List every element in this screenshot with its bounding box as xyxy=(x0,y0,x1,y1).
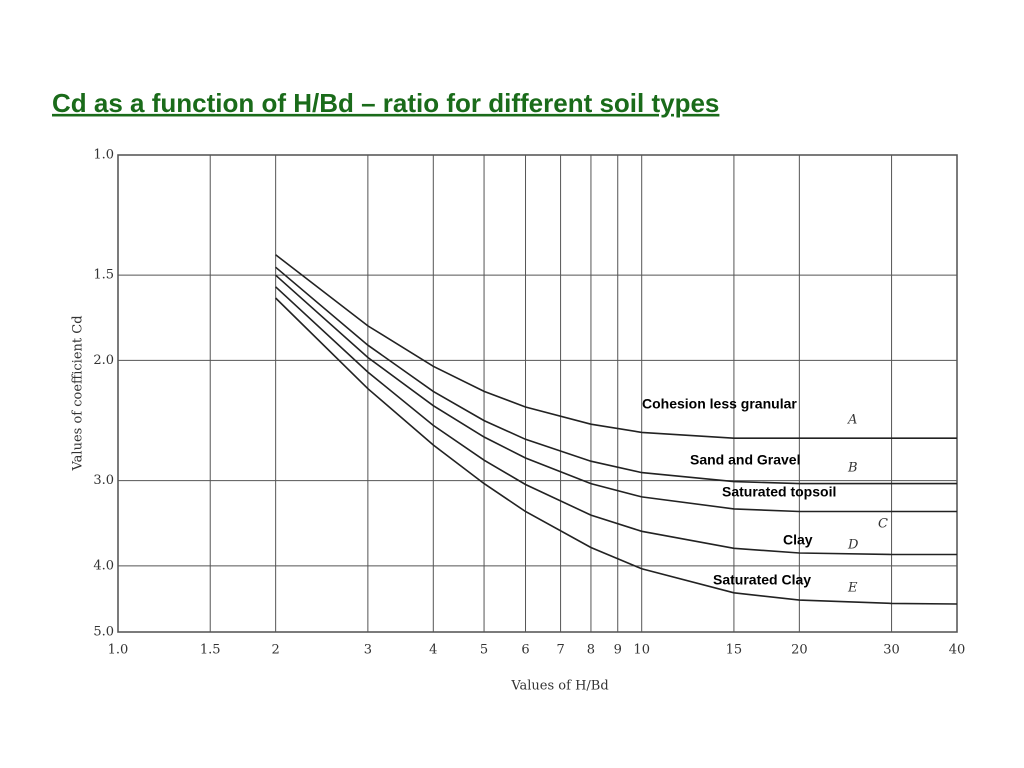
y-axis-label: Values of coefficient Cd xyxy=(71,315,86,471)
curve-letter: D xyxy=(847,538,859,553)
x-tick-label: 40 xyxy=(949,643,966,658)
y-tick-label: 3.0 xyxy=(93,473,114,488)
curve-letter: A xyxy=(847,413,857,428)
x-tick-label: 10 xyxy=(633,643,650,658)
x-tick-label: 5 xyxy=(480,643,488,658)
x-tick-label: 30 xyxy=(883,643,900,658)
x-tick-label: 1.5 xyxy=(200,643,221,658)
curve xyxy=(275,274,957,513)
y-tick-label: 5.0 xyxy=(93,625,114,640)
y-tick-label: 2.0 xyxy=(93,353,114,368)
curve xyxy=(275,297,958,605)
curve-annotation: Sand and Gravel xyxy=(690,452,800,468)
x-tick-label: 20 xyxy=(791,643,808,658)
chart-title: Cd as a function of H/Bd – ratio for dif… xyxy=(52,88,719,118)
curve-annotation: Saturated Clay xyxy=(713,572,811,588)
x-tick-label: 8 xyxy=(587,643,595,658)
curve-annotation: Saturated topsoil xyxy=(722,484,836,500)
x-tick-label: 15 xyxy=(726,643,743,658)
curve-annotation: Cohesion less granular xyxy=(642,396,797,412)
x-tick-label: 6 xyxy=(521,643,529,658)
curve-letter: B xyxy=(847,461,858,476)
x-tick-label: 2 xyxy=(272,643,280,658)
curve-letter: E xyxy=(847,581,858,596)
y-tick-label: 1.5 xyxy=(93,268,114,283)
x-tick-label: 4 xyxy=(429,643,437,658)
x-axis-label: Values of H/Bd xyxy=(510,679,608,694)
x-tick-label: 3 xyxy=(364,643,372,658)
curve xyxy=(275,254,957,440)
curve xyxy=(275,266,957,485)
curve-annotation: Clay xyxy=(783,532,813,548)
curve-letter: C xyxy=(878,517,888,532)
x-tick-label: 9 xyxy=(614,643,622,658)
y-tick-label: 1.0 xyxy=(93,148,114,163)
curve xyxy=(275,286,957,556)
x-tick-label: 1.0 xyxy=(108,643,129,658)
x-tick-label: 7 xyxy=(556,643,564,658)
y-tick-label: 4.0 xyxy=(93,558,114,573)
